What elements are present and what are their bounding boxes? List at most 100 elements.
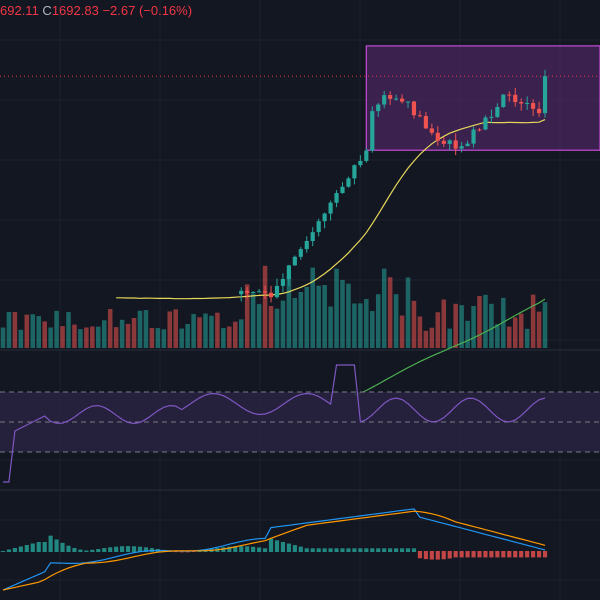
- ma-fast-line: [116, 119, 546, 300]
- volume-bars: [0, 265, 548, 348]
- candle-body: [489, 116, 494, 118]
- volume-bar: [42, 321, 47, 348]
- macd-histogram-bar: [447, 551, 452, 559]
- candle-body: [394, 98, 399, 100]
- candle-body: [542, 76, 548, 114]
- macd-histogram-bar: [42, 542, 47, 552]
- volume-bar: [84, 327, 89, 348]
- macd-histogram-bar: [316, 548, 321, 552]
- macd-histogram-bar: [12, 548, 17, 552]
- macd-histogram-bar: [417, 551, 423, 559]
- signal-line: [2, 510, 546, 591]
- volume-bar: [280, 300, 286, 348]
- macd-histogram-bar: [489, 551, 494, 558]
- macd-histogram-bar: [18, 546, 23, 552]
- macd-histogram-bar: [310, 548, 315, 552]
- range-rectangle[interactable]: [0, 45, 600, 151]
- candle-body: [525, 103, 530, 105]
- candle-body: [447, 140, 452, 144]
- candle: [417, 110, 423, 118]
- macd-histogram-bar: [471, 551, 476, 558]
- macd-histogram-bar: [340, 548, 345, 552]
- macd-histogram-bar: [370, 548, 375, 552]
- macd-histogram-bar: [411, 548, 417, 552]
- macd-histogram-bar: [30, 543, 35, 552]
- candle: [322, 212, 327, 229]
- candle: [441, 137, 446, 148]
- volume-bar: [375, 294, 381, 348]
- volume-bar: [524, 328, 530, 348]
- volume-bar: [316, 285, 321, 348]
- candle: [519, 98, 524, 111]
- candle: [346, 176, 351, 188]
- candle: [352, 164, 357, 185]
- volume-bar: [238, 319, 244, 348]
- rsi-pane: [0, 364, 600, 483]
- candle-body: [429, 128, 434, 133]
- macd-histogram-bar: [304, 548, 309, 552]
- volume-bar: [512, 317, 518, 348]
- volume-bar: [66, 312, 71, 348]
- candle: [292, 255, 297, 266]
- candle: [268, 285, 274, 303]
- candle-body: [274, 285, 280, 298]
- candle-body: [471, 129, 476, 144]
- macd-histogram-bar: [405, 548, 411, 552]
- macd-pane: [0, 508, 548, 591]
- macd-histogram-bar: [453, 551, 458, 558]
- macd-histogram-bar: [536, 551, 542, 558]
- candle-body: [334, 193, 339, 203]
- candle: [477, 128, 482, 132]
- macd-histogram-bar: [441, 551, 446, 560]
- volume-bar: [530, 294, 536, 348]
- volume-bar: [298, 291, 304, 348]
- macd-histogram-bar: [286, 543, 291, 552]
- volume-bar: [536, 311, 542, 348]
- candle: [495, 103, 500, 119]
- candle: [310, 227, 315, 247]
- volume-bar: [310, 267, 315, 348]
- candle-body: [483, 117, 488, 130]
- macd-histogram-bar: [245, 546, 250, 552]
- candlesticks[interactable]: [239, 69, 548, 303]
- volume-bar: [179, 328, 184, 348]
- volume-bar: [518, 313, 524, 348]
- candle-body: [376, 104, 381, 112]
- volume-bar: [334, 268, 339, 348]
- macd-histogram-bar: [268, 538, 274, 552]
- macd-histogram-bar: [131, 546, 137, 552]
- candle: [262, 285, 268, 299]
- volume-bar: [405, 277, 411, 348]
- volume-bar: [346, 283, 351, 348]
- volume-bar: [370, 311, 375, 348]
- candle: [525, 96, 530, 110]
- volume-bar: [78, 329, 83, 348]
- candle: [370, 106, 375, 153]
- macd-histogram-bar: [542, 551, 548, 558]
- volume-bar: [393, 294, 399, 348]
- volume-bar: [471, 306, 476, 348]
- candle-body: [239, 290, 244, 295]
- macd-histogram-bar: [376, 548, 381, 552]
- ma-slow-line: [354, 298, 546, 396]
- volume-bar: [60, 326, 65, 348]
- candle: [542, 69, 548, 118]
- volume-bar: [328, 306, 333, 348]
- volume-bar: [292, 297, 298, 348]
- candle-body: [382, 95, 387, 105]
- candle: [483, 115, 488, 131]
- volume-bar: [90, 326, 95, 348]
- candle: [471, 126, 476, 148]
- candle: [340, 182, 345, 194]
- macd-histogram-bar: [429, 551, 434, 560]
- macd-histogram-bar: [334, 548, 339, 552]
- volume-bar: [304, 286, 310, 348]
- candle: [536, 101, 542, 118]
- macd-histogram-bar: [191, 551, 196, 553]
- volume-bar: [131, 317, 137, 348]
- candle: [394, 94, 399, 101]
- candle-body: [370, 111, 375, 151]
- candle: [513, 87, 518, 107]
- candle-body: [465, 143, 470, 147]
